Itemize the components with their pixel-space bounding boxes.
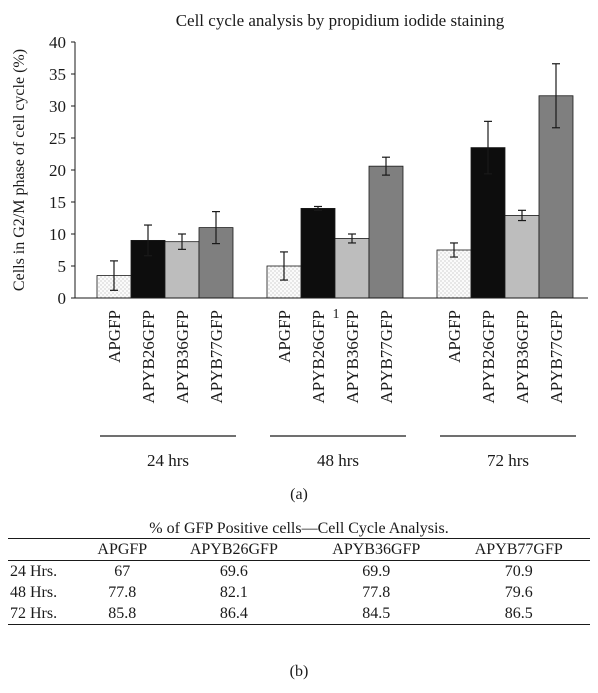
- y-tick-label: 5: [58, 257, 67, 276]
- x-tick-label: APGFP: [105, 310, 124, 363]
- y-axis-label: Cells in G2/M phase of cell cycle (%): [11, 49, 28, 291]
- group-label: 24 hrs: [147, 451, 189, 470]
- table-cell: 77.8: [108, 583, 137, 601]
- table-cell: 69.6: [219, 562, 248, 580]
- x-tick-label: APYB36GFP: [173, 310, 192, 404]
- y-tick-label: 15: [49, 193, 66, 212]
- chart-title: Cell cycle analysis by propidium iodide …: [176, 11, 505, 30]
- table-header-cell: [8, 539, 82, 561]
- x-tick-label: APGFP: [445, 310, 464, 363]
- table-cell: 70.9: [504, 562, 533, 580]
- y-tick-label: 35: [49, 65, 66, 84]
- gfp-table: % of GFP Positive cells—Cell Cycle Analy…: [8, 520, 590, 625]
- table-cell: 69.9: [362, 562, 391, 580]
- table-cell: 77.8: [362, 583, 391, 601]
- stray-label: 1: [333, 307, 340, 322]
- group-label: 72 hrs: [487, 451, 529, 470]
- panel-label-b: (b): [289, 663, 309, 680]
- table-header-cell: APYB26GFP: [189, 540, 278, 558]
- table-header-row: APGFP APYB26GFP APYB36GFP APYB77GFP: [8, 538, 590, 561]
- x-tick-label: APYB26GFP: [309, 310, 328, 404]
- y-tick-label: 40: [49, 33, 66, 52]
- table-cell: 82.1: [219, 583, 248, 601]
- bar-apyb36gfp-24hrs: [164, 241, 200, 299]
- table-cell: 86.5: [504, 604, 533, 622]
- bar-apgfp-72hrs: [436, 249, 472, 299]
- table-cell: 79.6: [504, 583, 533, 601]
- bar-chart: Cell cycle analysis by propidium iodide …: [11, 11, 588, 470]
- x-tick-label: APGFP: [275, 310, 294, 363]
- x-tick-label: APYB26GFP: [139, 310, 158, 404]
- table-cell: 67: [114, 562, 131, 580]
- table-cell: 84.5: [362, 604, 391, 622]
- x-tick-label: APYB36GFP: [343, 310, 362, 404]
- y-tick-label: 10: [49, 225, 66, 244]
- x-tick-label: APYB77GFP: [547, 310, 566, 404]
- table-cell: 24 Hrs.: [10, 562, 58, 580]
- x-tick-label: APYB77GFP: [377, 310, 396, 404]
- bar-apyb26gfp-48hrs: [300, 207, 336, 299]
- table-header-cell: APYB77GFP: [474, 540, 563, 558]
- x-tick-label: APYB36GFP: [513, 310, 532, 404]
- gfp-positive-table: APGFP APYB26GFP APYB36GFP APYB77GFP 24 Hrs.…: [8, 538, 590, 625]
- table-header-cell: APGFP: [97, 540, 148, 558]
- table-title: % of GFP Positive cells—Cell Cycle Analy…: [149, 520, 449, 537]
- panel-label-a: (a): [290, 486, 308, 503]
- group-label: 48 hrs: [317, 451, 359, 470]
- table-cell: 85.8: [108, 604, 137, 622]
- y-tick-label: 20: [49, 161, 66, 180]
- table-row: 72 Hrs. 85.8 86.4 84.5 86.5: [8, 603, 590, 625]
- table-row: 48 Hrs. 77.8 82.1 77.8 79.6: [8, 582, 590, 603]
- x-tick-label: APYB26GFP: [479, 310, 498, 404]
- table-cell: 72 Hrs.: [10, 604, 58, 622]
- table-header-cell: APYB36GFP: [332, 540, 421, 558]
- bar-apyb36gfp-72hrs: [504, 215, 540, 299]
- y-tick-label: 30: [49, 97, 66, 116]
- y-tick-label: 0: [58, 289, 67, 308]
- table-cell: 48 Hrs.: [10, 583, 58, 601]
- y-tick-label: 25: [49, 129, 66, 148]
- bar-apyb77gfp-48hrs: [368, 165, 404, 299]
- x-tick-label: APYB77GFP: [207, 310, 226, 404]
- table-cell: 86.4: [219, 604, 248, 622]
- bar-apyb36gfp-48hrs: [334, 238, 370, 299]
- table-row: 24 Hrs. 67 69.6 69.9 70.9: [8, 561, 590, 583]
- bar-apyb77gfp-72hrs: [538, 95, 574, 299]
